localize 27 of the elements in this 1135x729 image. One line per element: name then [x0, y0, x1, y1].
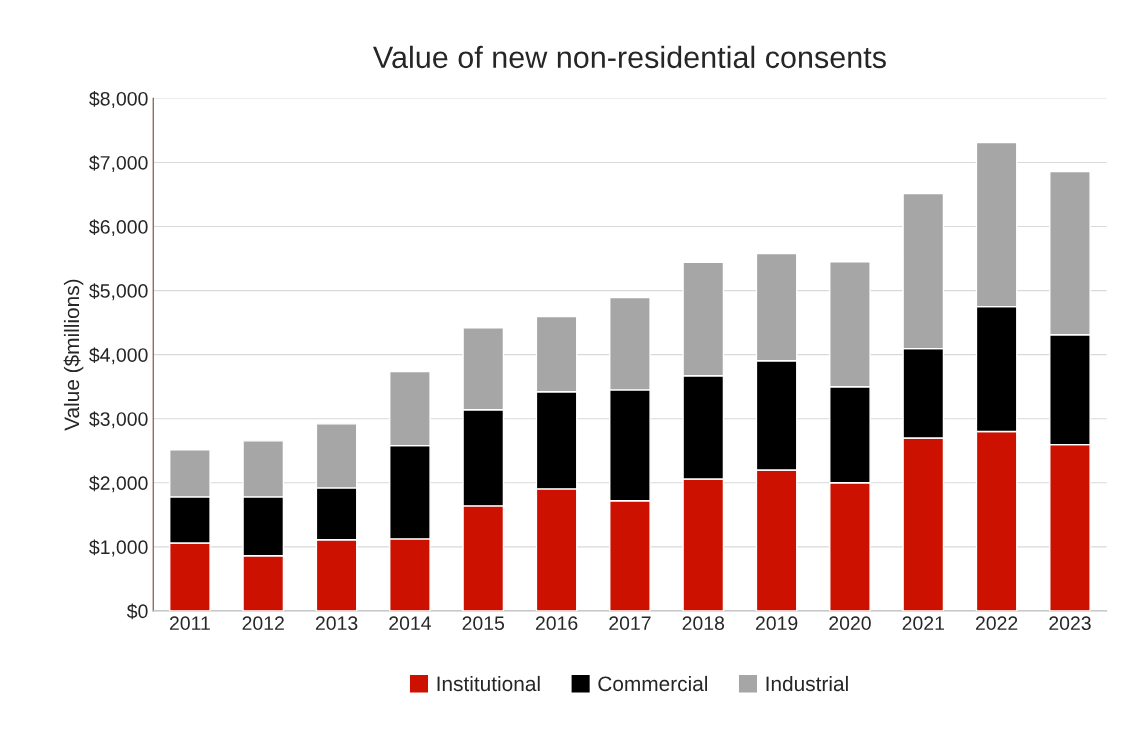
y-tick-label: $1,000	[89, 539, 148, 557]
x-tick-label: 2014	[389, 616, 431, 631]
x-tick-label: 2015	[462, 616, 505, 631]
x-tick-label: 2022	[975, 616, 1018, 631]
x-tick-label: 2017	[609, 616, 651, 631]
x-tick-label: 2011	[169, 616, 210, 631]
legend-label: Commercial	[598, 675, 708, 692]
x-tick-label: 2012	[242, 616, 284, 631]
y-tick-label: $0	[126, 603, 148, 620]
x-tick-label: 2023	[1049, 616, 1091, 631]
y-tick-label: $7,000	[89, 155, 148, 173]
x-tick-label: 2018	[682, 616, 725, 631]
y-tick-label: $4,000	[89, 347, 148, 365]
y-tick-label: $2,000	[89, 475, 148, 493]
x-tick-label: 2019	[755, 616, 798, 631]
x-tick-label: 2016	[535, 616, 578, 631]
y-tick-label: $3,000	[89, 411, 148, 429]
x-tick-label: 2013	[315, 616, 358, 631]
x-tick-label: 2020	[829, 616, 871, 631]
y-axis-title: Value ($millions)	[63, 279, 84, 431]
legend-label: Institutional	[437, 675, 540, 692]
legend-label: Industrial	[766, 675, 848, 692]
chart-title: Value of new non-residential consents	[373, 45, 886, 69]
y-tick-label: $6,000	[89, 219, 148, 237]
y-tick-label: $8,000	[89, 91, 148, 108]
x-tick-label: 2021	[902, 616, 944, 631]
y-tick-label: $5,000	[89, 283, 148, 301]
